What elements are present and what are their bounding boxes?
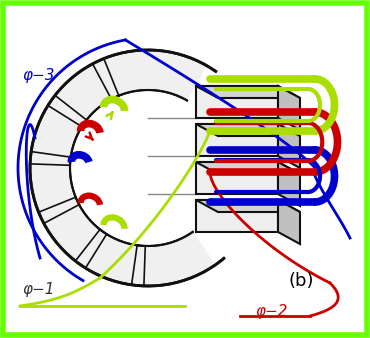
Text: φ−1: φ−1 — [22, 282, 54, 297]
Text: φ−3: φ−3 — [22, 68, 54, 83]
Polygon shape — [196, 162, 300, 174]
Polygon shape — [278, 124, 300, 168]
Polygon shape — [196, 124, 300, 136]
Polygon shape — [196, 124, 278, 156]
Polygon shape — [196, 200, 300, 212]
Polygon shape — [30, 50, 216, 286]
Polygon shape — [196, 162, 278, 194]
Polygon shape — [196, 200, 278, 232]
Polygon shape — [196, 86, 278, 118]
Text: (b): (b) — [288, 272, 313, 290]
Polygon shape — [278, 200, 300, 244]
Polygon shape — [278, 86, 300, 130]
Text: φ−2: φ−2 — [255, 304, 287, 319]
Polygon shape — [196, 86, 300, 98]
Polygon shape — [278, 162, 300, 206]
